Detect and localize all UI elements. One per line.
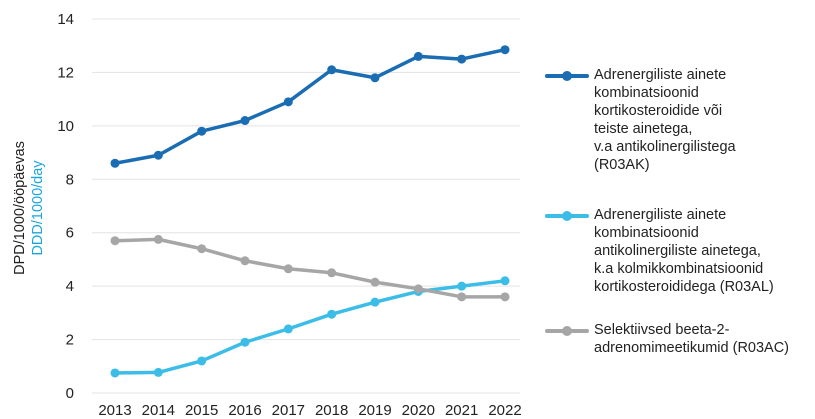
data-point xyxy=(370,73,380,83)
legend-label: Adrenergiliste ainete kombinatsioonid ko… xyxy=(594,67,736,173)
x-tick-label: 2017 xyxy=(272,402,305,419)
data-point xyxy=(110,236,120,246)
legend-item: Adrenergiliste ainete kombinatsioonid an… xyxy=(545,206,815,296)
legend-item: Selektiivsed beeta-2- adrenomimeetikumid… xyxy=(545,321,815,357)
data-point xyxy=(370,297,380,307)
series-lines xyxy=(110,45,510,378)
data-point xyxy=(240,256,250,266)
data-point xyxy=(153,234,163,244)
x-tick-labels: 2013 2014 2015 2016 2017 2018 2019 2020 2021 2022 xyxy=(98,402,521,419)
series-2 xyxy=(110,234,510,302)
y-tick-label: 0 xyxy=(66,385,74,402)
data-point xyxy=(240,116,250,126)
x-tick-label: 2019 xyxy=(358,402,391,419)
x-tick-label: 2013 xyxy=(98,402,131,419)
data-point xyxy=(413,51,423,61)
legend-swatch xyxy=(545,321,589,341)
series-line xyxy=(113,47,507,166)
data-point xyxy=(457,292,467,302)
data-point xyxy=(500,276,510,286)
data-point xyxy=(240,337,250,347)
legend-marker xyxy=(562,71,572,81)
series-0 xyxy=(110,45,510,168)
data-point xyxy=(327,268,337,278)
data-point xyxy=(327,65,337,75)
y-tick-label: 14 xyxy=(57,11,74,28)
data-point xyxy=(457,281,467,291)
y-tick-label: 8 xyxy=(66,171,74,188)
data-point xyxy=(327,309,337,319)
legend-marker xyxy=(562,211,572,221)
data-point xyxy=(500,45,510,55)
line-chart: 0 2 4 6 8 10 12 14 2013 2014 2015 2016 2017 2018 2019… xyxy=(12,11,522,419)
data-point xyxy=(197,244,207,254)
legend-item: Adrenergiliste ainete kombinatsioonid ko… xyxy=(545,66,815,174)
data-point xyxy=(500,292,510,302)
data-point xyxy=(197,356,207,366)
legend-label: Adrenergiliste ainete kombinatsioonid an… xyxy=(594,207,774,295)
y-axis-title-line2: DDD/1000/day xyxy=(30,160,46,256)
data-point xyxy=(283,264,293,274)
legend: Adrenergiliste ainete kombinatsioonid ko… xyxy=(545,0,815,419)
x-tick-label: 2022 xyxy=(488,402,521,419)
data-point xyxy=(283,97,293,107)
x-tick-label: 2014 xyxy=(142,402,175,419)
legend-label: Selektiivsed beeta-2- adrenomimeetikumid… xyxy=(594,322,790,356)
data-point xyxy=(283,324,293,334)
x-tick-label: 2018 xyxy=(315,402,348,419)
data-point xyxy=(457,54,467,64)
x-tick-label: 2016 xyxy=(228,402,261,419)
gridlines xyxy=(92,18,520,394)
y-tick-label: 2 xyxy=(66,332,74,349)
data-point xyxy=(413,284,423,294)
y-tick-label: 12 xyxy=(57,64,74,81)
data-point xyxy=(153,367,163,377)
data-point xyxy=(197,126,207,136)
legend-swatch xyxy=(545,66,589,86)
y-tick-label: 4 xyxy=(66,278,74,295)
x-tick-label: 2020 xyxy=(402,402,435,419)
y-axis-title-line1: DPD/1000/ööpäevas xyxy=(12,141,28,275)
x-tick-label: 2015 xyxy=(185,402,218,419)
y-tick-label: 6 xyxy=(66,225,74,242)
x-tick-label: 2021 xyxy=(445,402,478,419)
legend-marker xyxy=(562,326,572,336)
data-point xyxy=(110,368,120,378)
data-point xyxy=(153,150,163,160)
series-1 xyxy=(110,276,510,378)
data-point xyxy=(110,158,120,168)
data-point xyxy=(370,277,380,287)
series-line xyxy=(113,237,507,299)
series-line xyxy=(113,279,507,375)
y-tick-labels: 0 2 4 6 8 10 12 14 xyxy=(57,11,74,402)
legend-swatch xyxy=(545,206,589,226)
y-tick-label: 10 xyxy=(57,118,74,135)
